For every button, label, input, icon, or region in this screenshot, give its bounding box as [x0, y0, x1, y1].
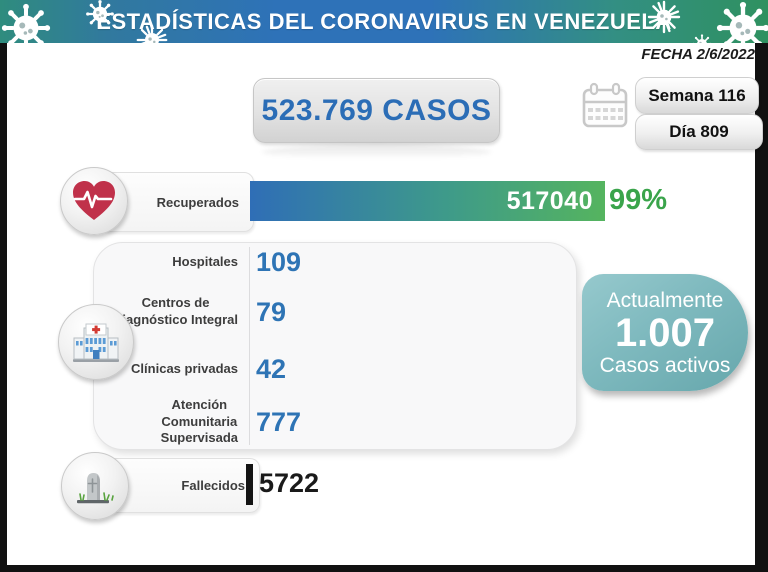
panel-divider: [249, 247, 250, 445]
week-badge: Semana 116: [635, 77, 759, 114]
facility-label: Atención Comunitaria Supervisada: [160, 397, 238, 445]
recovered-progress-bar: 517040: [250, 181, 605, 221]
active-cases-caption: Actualmente: [606, 288, 724, 312]
deceased-label: Fallecidos: [181, 478, 245, 493]
facility-label: Clínicas privadas: [131, 361, 238, 376]
header-banner: ESTADÍSTICAS DEL CORONAVIRUS EN VENEZUEL…: [0, 0, 768, 43]
facility-value: 109: [256, 246, 302, 277]
facility-row-hospitales: Hospitales 109: [94, 243, 576, 281]
facility-label: Hospitales: [172, 254, 238, 269]
total-cases-box: 523.769 CASOS: [253, 78, 500, 143]
day-badge-label: Día 809: [669, 122, 729, 141]
facilities-panel: Hospitales 109 Centros de Diagnóstico In…: [93, 242, 577, 450]
facility-row-clinicas: Clínicas privadas 42: [94, 347, 576, 391]
virus-icon: [647, 0, 768, 43]
report-date: FECHA 2/6/2022: [641, 46, 755, 63]
recovered-value: 517040: [506, 186, 593, 215]
recovered-icon-circle: [60, 167, 128, 235]
facility-value: 79: [256, 296, 287, 327]
facility-value: 42: [256, 353, 287, 384]
facility-label: Centros de Diagnóstico Integral: [113, 295, 238, 327]
week-badge-label: Semana 116: [648, 85, 746, 105]
heart-ecg-icon: [73, 181, 115, 220]
calendar-icon: [582, 82, 628, 128]
recovered-percent: 99%: [609, 184, 668, 216]
hospital-icon: [73, 323, 119, 362]
day-badge: Día 809: [635, 114, 763, 150]
tombstone-icon: [77, 473, 114, 504]
facility-row-atencion: Atención Comunitaria Supervisada 777: [94, 391, 576, 453]
page-title: ESTADÍSTICAS DEL CORONAVIRUS EN VENEZUEL…: [96, 8, 672, 34]
recovered-label: Recuperados: [156, 194, 239, 210]
facility-row-cdi: Centros de Diagnóstico Integral 79: [94, 289, 576, 335]
deceased-bar: [246, 464, 253, 505]
active-cases-subcaption: Casos activos: [599, 353, 731, 377]
active-cases-box: Actualmente 1.007 Casos activos: [582, 274, 748, 391]
deceased-value: 5722: [259, 468, 320, 498]
total-cases-value: 523.769 CASOS: [261, 93, 492, 127]
hospital-icon-circle: [58, 304, 134, 380]
deceased-icon-circle: [61, 452, 129, 520]
virus-icon: [1, 0, 168, 43]
active-cases-value: 1.007: [614, 310, 716, 355]
facility-value: 777: [256, 406, 302, 437]
